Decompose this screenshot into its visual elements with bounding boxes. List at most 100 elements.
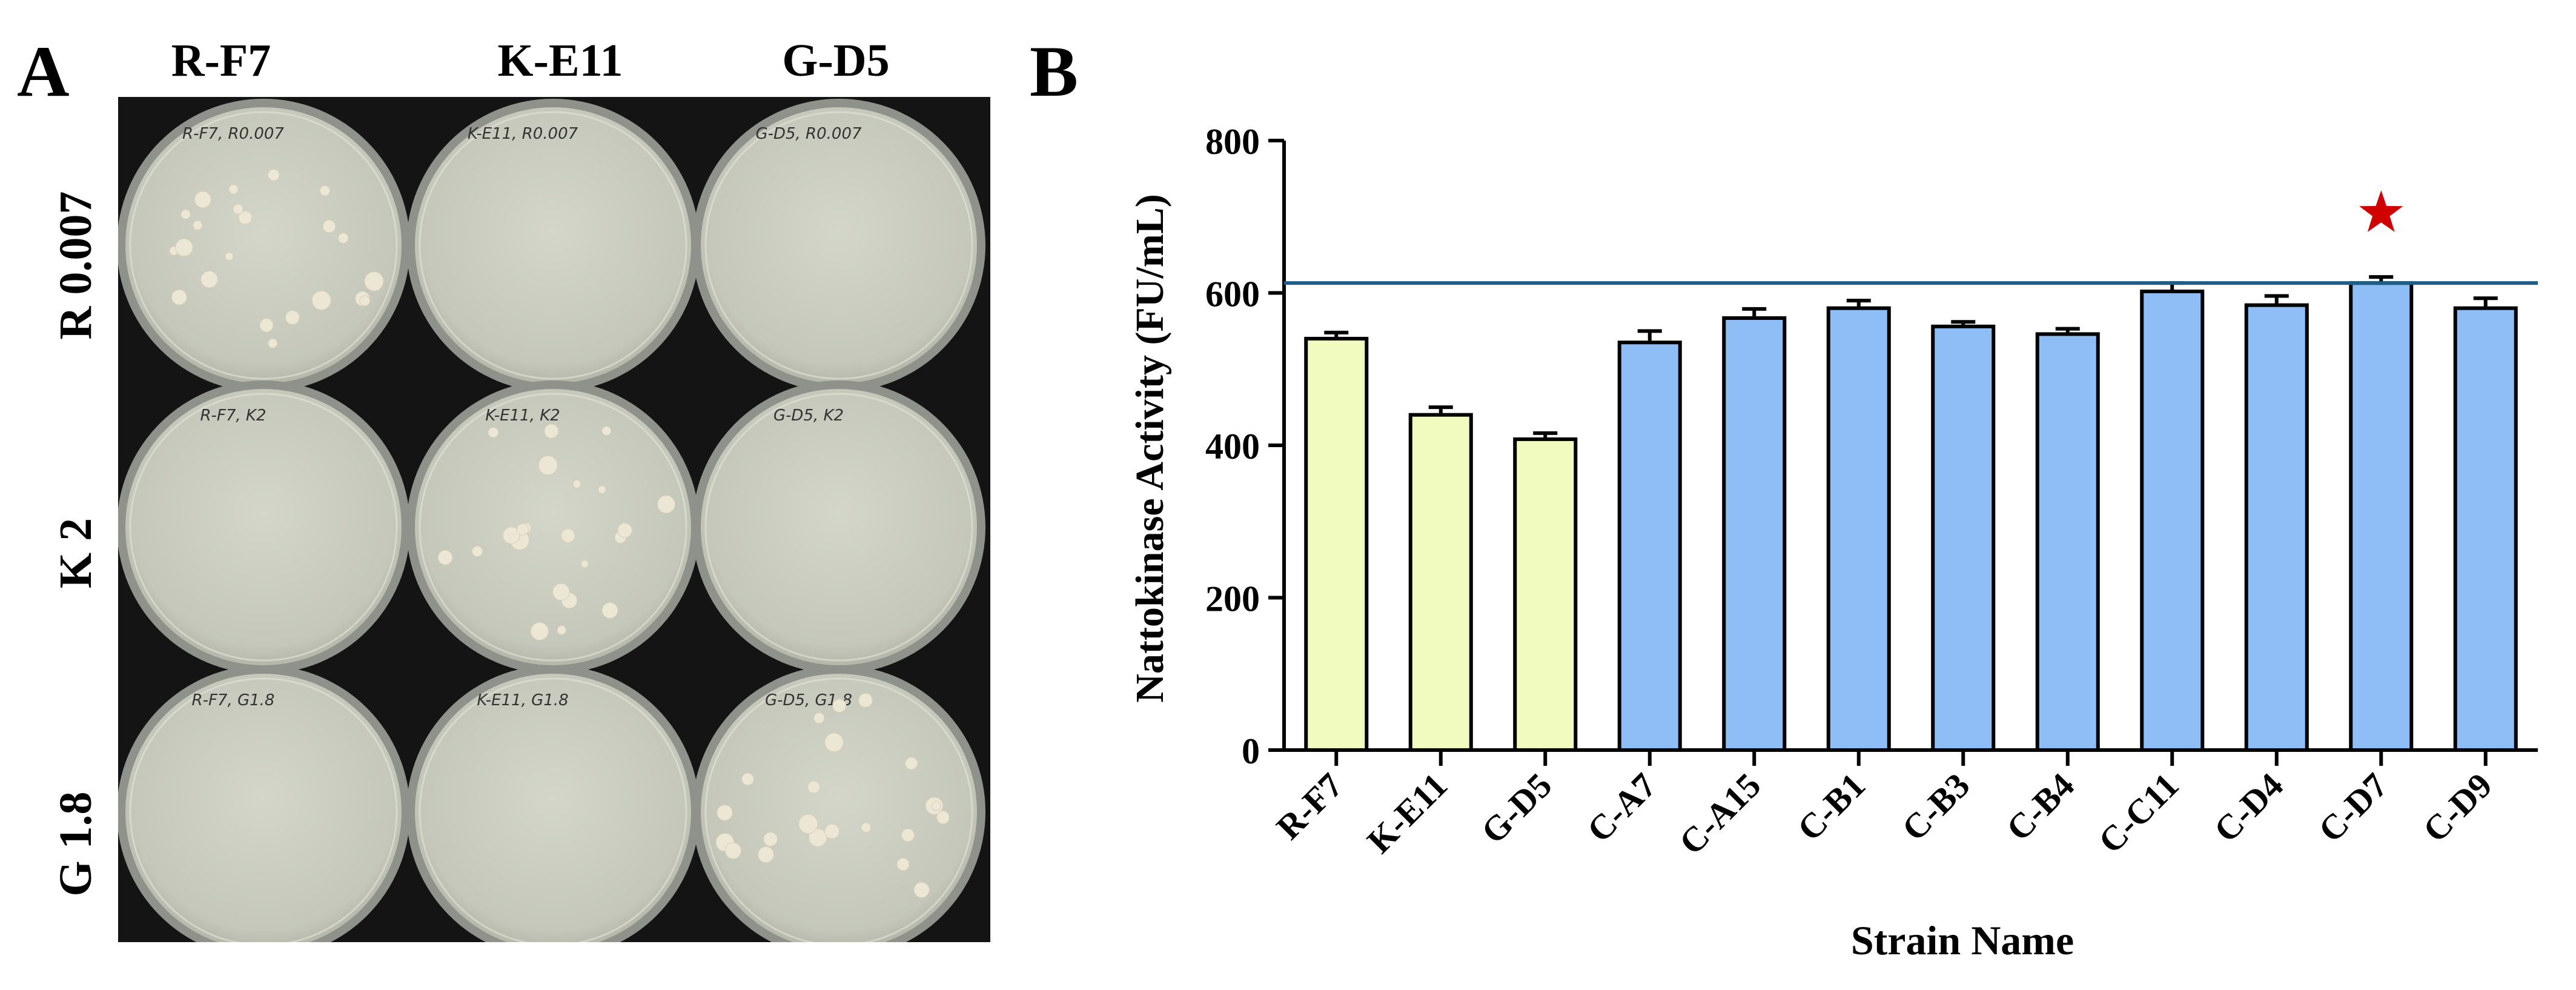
- bar: [1304, 336, 1369, 752]
- bacterial-colony: [200, 270, 218, 288]
- petri-dish: R-F7, K2: [117, 380, 410, 674]
- x-tick-label: C-A15: [1672, 765, 1769, 862]
- bacterial-colony: [832, 699, 847, 713]
- agar-surface: [415, 674, 691, 950]
- bacterial-colony: [516, 523, 529, 536]
- bar: [1722, 316, 1787, 752]
- bacterial-colony: [657, 495, 675, 514]
- bacterial-colony: [180, 209, 191, 220]
- agar-surface: [701, 107, 977, 384]
- bacterial-colony: [285, 310, 300, 325]
- bacterial-colony: [319, 185, 331, 196]
- bacterial-colony: [538, 456, 558, 476]
- bacterial-colony: [171, 289, 187, 305]
- petri-dish: K-E11, R0.007: [406, 99, 700, 392]
- x-tick-label: C-B1: [1790, 765, 1873, 848]
- bacterial-colony: [364, 271, 384, 291]
- plate-column-label: G-D5: [782, 35, 890, 86]
- y-tick-label: 0: [1242, 731, 1260, 771]
- plate-row-label: G 1.8: [50, 791, 101, 897]
- petri-dish: K-E11, G1.8: [406, 665, 700, 958]
- x-tick-label: C-B3: [1894, 765, 1977, 848]
- bacterial-colony: [824, 733, 844, 752]
- bacterial-colony: [580, 560, 589, 568]
- bacterial-colony: [936, 811, 950, 825]
- bacterial-colony: [544, 424, 559, 439]
- bacterial-colony: [598, 485, 606, 494]
- bar: [1408, 413, 1473, 752]
- bar: [1931, 324, 1996, 752]
- bacterial-colony: [724, 842, 742, 859]
- bacterial-colony: [259, 318, 274, 333]
- bacterial-colony: [931, 801, 941, 811]
- x-axis-label: Strain Name: [1851, 917, 2074, 963]
- chart-bars: [1284, 190, 2538, 752]
- bacterial-colony: [228, 184, 239, 194]
- bacterial-colony: [601, 602, 618, 619]
- x-tick-label: C-B4: [1999, 765, 2082, 848]
- bacterial-colony: [268, 338, 278, 348]
- bar: [2453, 306, 2518, 752]
- bacterial-colony: [359, 295, 371, 307]
- agar-surface: [125, 389, 402, 665]
- bacterial-colony: [813, 712, 825, 724]
- panel-a-label: A: [17, 31, 70, 111]
- bacterial-colony: [552, 583, 570, 601]
- bacterial-colony: [861, 822, 872, 833]
- bacterial-colony: [901, 828, 915, 842]
- plate-column-label: R-F7: [171, 35, 271, 86]
- panel-b-label: B: [1030, 31, 1079, 111]
- bacterial-colony: [904, 757, 918, 770]
- bar: [2349, 281, 2414, 752]
- bacterial-colony: [530, 622, 549, 641]
- bar: [2035, 332, 2100, 752]
- handwritten-plate-label: R-F7, K2: [200, 407, 266, 425]
- x-tick-label: R-F7: [1269, 765, 1351, 847]
- bacterial-colony: [858, 693, 873, 708]
- plate-row-label: K 2: [50, 517, 101, 589]
- petri-dish: R-F7, R0.007: [117, 99, 410, 392]
- bacterial-colony: [194, 191, 211, 208]
- bacterial-colony: [561, 528, 575, 543]
- y-tick-label: 200: [1205, 579, 1260, 619]
- handwritten-plate-label: K-E11, K2: [485, 407, 560, 425]
- bacterial-colony: [437, 550, 453, 565]
- bacterial-colony: [238, 210, 253, 225]
- plate-row-label: R 0.007: [50, 191, 101, 340]
- bacterial-colony: [572, 480, 581, 488]
- bacterial-colony: [757, 846, 774, 863]
- agar-surface: [415, 389, 691, 665]
- x-tick-label: C-D9: [2415, 765, 2500, 849]
- bacterial-colony: [337, 233, 349, 244]
- bacterial-colony: [913, 882, 930, 898]
- bacterial-colony: [233, 204, 243, 214]
- bacterial-colony: [488, 427, 499, 438]
- bacterial-colony: [311, 290, 331, 310]
- bacterial-colony: [322, 219, 336, 233]
- bacterial-colony: [502, 527, 520, 544]
- handwritten-plate-label: K-E11, G1.8: [477, 691, 568, 709]
- x-tick-label: C-D4: [2207, 765, 2291, 849]
- bacterial-colony: [824, 823, 840, 839]
- bacterial-colony: [808, 828, 827, 847]
- handwritten-plate-label: K-E11, R0.007: [468, 125, 578, 143]
- handwritten-plate-label: G-D5, K2: [773, 407, 844, 425]
- x-tick-label: K-E11: [1359, 765, 1455, 861]
- agar-surface: [125, 107, 402, 384]
- petri-dish: G-D5, G1.8: [692, 665, 985, 958]
- handwritten-plate-label: R-F7, R0.007: [182, 125, 284, 143]
- y-tick-label: 600: [1205, 274, 1260, 314]
- agar-surface: [415, 107, 691, 384]
- bacterial-colony: [763, 832, 778, 846]
- star-icon: [2359, 190, 2403, 232]
- handwritten-plate-label: G-D5, R0.007: [755, 125, 862, 143]
- bar: [2140, 289, 2205, 752]
- petri-dish: G-D5, R0.007: [692, 99, 985, 392]
- agar-surface: [701, 389, 977, 665]
- agar-surface: [125, 674, 402, 950]
- bacterial-colony: [225, 252, 234, 261]
- bar: [1513, 437, 1578, 752]
- x-tick-label: C-C11: [2091, 765, 2187, 861]
- bacterial-colony: [174, 238, 193, 257]
- y-tick-label: 400: [1205, 427, 1260, 467]
